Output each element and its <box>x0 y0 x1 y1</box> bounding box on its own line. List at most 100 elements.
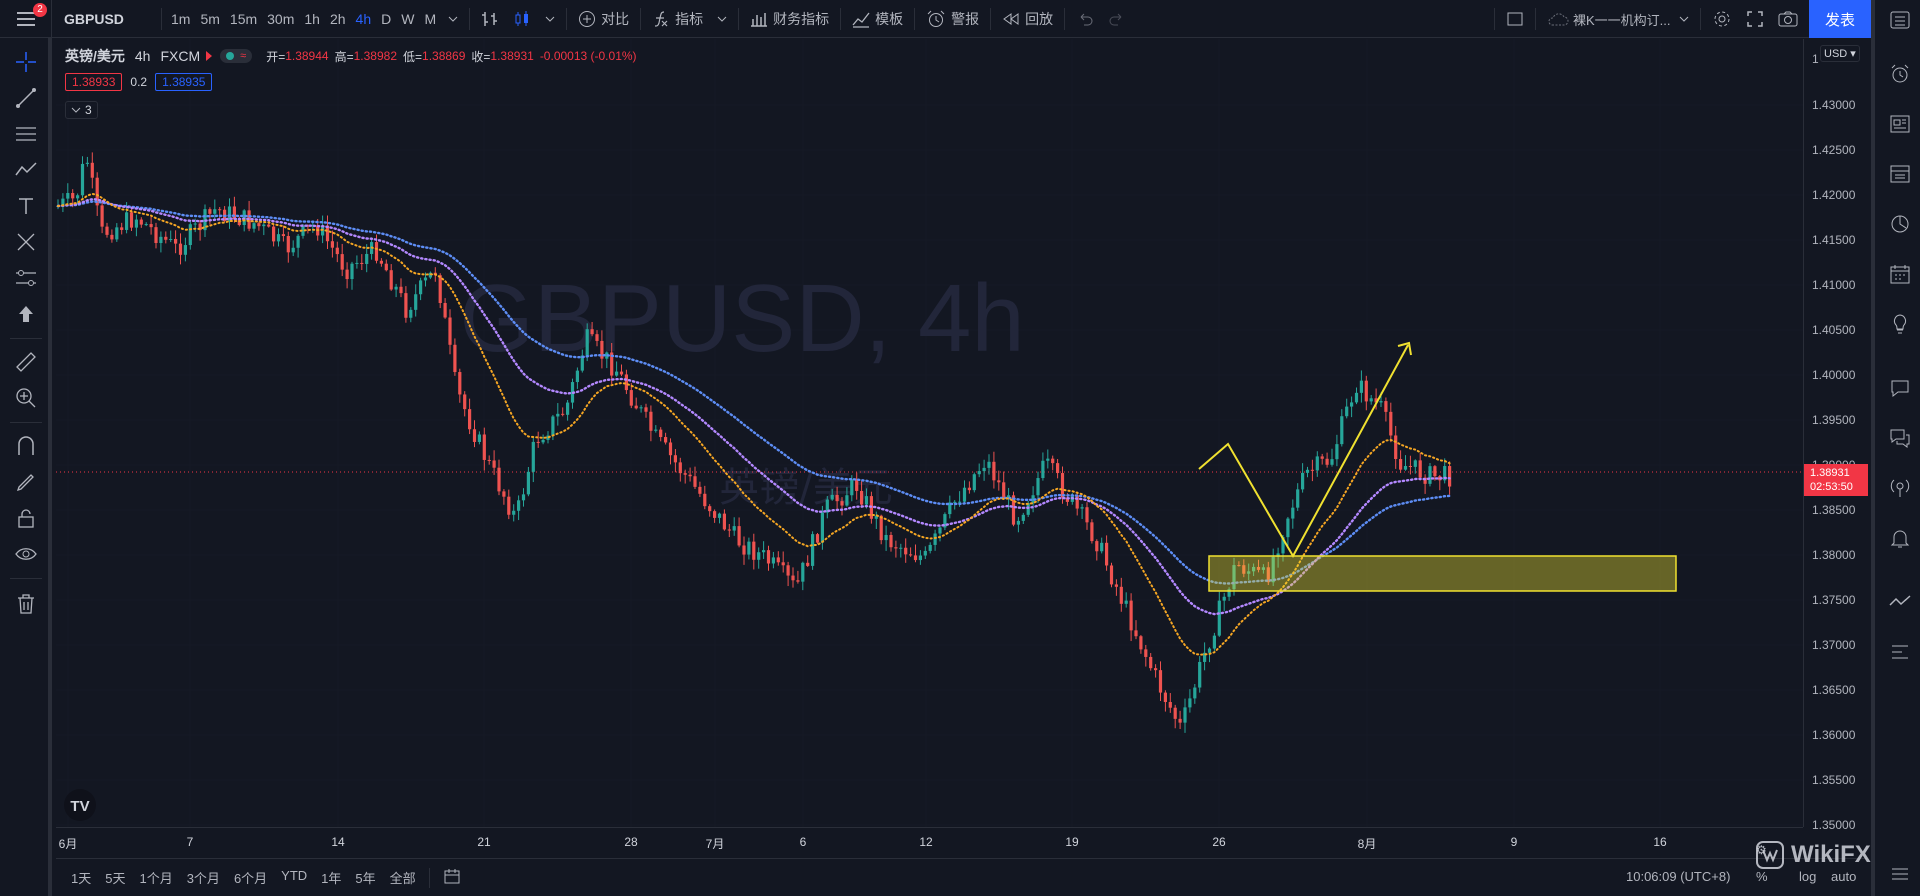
range-button[interactable]: 1天 <box>71 871 92 886</box>
candle-body <box>1178 718 1182 723</box>
replay-button[interactable]: 回放 <box>995 0 1060 38</box>
compare-button[interactable]: 对比 <box>571 0 636 38</box>
sliders-icon <box>16 270 36 286</box>
interval-M[interactable]: M <box>424 10 437 27</box>
symbol-search[interactable]: GBPUSD <box>64 10 124 27</box>
ideas-button[interactable] <box>1884 308 1916 340</box>
interval-W[interactable]: W <box>401 10 415 27</box>
drawing-mode-tool[interactable] <box>12 468 40 496</box>
time-axis[interactable]: 6月 7 14 21 28 7月 6 12 19 26 8月 9 16 <box>56 827 1803 857</box>
hotlist-button[interactable] <box>1884 208 1916 240</box>
alert-button[interactable]: 警报 <box>919 0 986 38</box>
redo-button[interactable] <box>1101 0 1133 38</box>
shapes-tool[interactable] <box>12 228 40 256</box>
interval-5m[interactable]: 5m <box>200 10 220 27</box>
range-button[interactable]: 全部 <box>389 871 416 886</box>
auto-toggle[interactable]: auto <box>1831 869 1857 884</box>
layout-name-button[interactable]: 裸K一一机构订... <box>1540 0 1696 38</box>
range-button[interactable]: 5年 <box>355 871 376 886</box>
trendline-tool[interactable] <box>12 84 40 112</box>
flag-icon[interactable] <box>206 51 213 61</box>
alerts-panel-button[interactable] <box>1884 58 1916 90</box>
interval-D[interactable]: D <box>381 10 392 27</box>
undo-button[interactable] <box>1069 0 1101 38</box>
layout-button[interactable] <box>1499 0 1531 38</box>
notifications-button[interactable] <box>1884 522 1916 554</box>
interval-1m[interactable]: 1m <box>171 10 191 27</box>
streams-button[interactable] <box>1884 422 1916 454</box>
visibility-tool[interactable] <box>12 540 40 568</box>
watchlist-button[interactable] <box>1884 4 1916 36</box>
function-icon <box>655 10 668 27</box>
settings-button[interactable] <box>1705 0 1739 38</box>
price-axis[interactable]: 1 USD ▾ 1.43000 1.42500 1.42000 1.41500 1.41… <box>1803 39 1868 832</box>
menu-button[interactable]: 2 <box>0 0 52 38</box>
log-toggle[interactable]: log <box>1799 869 1817 884</box>
buy-price-button[interactable]: 1.38935 <box>155 73 213 91</box>
range-button[interactable]: 6个月 <box>233 871 268 886</box>
candle-body <box>766 550 771 564</box>
range-button[interactable]: 5天 <box>105 871 126 886</box>
calendar-button[interactable] <box>1884 258 1916 290</box>
interval-dropdown[interactable] <box>441 0 465 38</box>
market-status[interactable]: ≈ <box>220 49 253 63</box>
tradingview-logo[interactable]: TV <box>64 789 96 821</box>
candle-body <box>1090 522 1094 542</box>
lock-tool[interactable] <box>12 504 40 532</box>
indicators-toggle[interactable]: 3 <box>65 101 98 119</box>
interval-4h[interactable]: 4h <box>355 10 372 27</box>
indicators-button[interactable]: 指标 <box>645 0 710 38</box>
magnet-tool[interactable] <box>12 432 40 460</box>
projection-arrow[interactable] <box>1198 344 1409 559</box>
support-zone[interactable] <box>1208 555 1677 592</box>
chart-type-dropdown[interactable] <box>538 0 562 38</box>
candle-body <box>972 474 976 491</box>
range-button[interactable]: 3个月 <box>186 871 220 886</box>
candle-body <box>776 557 780 563</box>
price-chart[interactable]: GBPUSD, 4h 英镑/美元 TV <box>56 39 1803 827</box>
chats-button[interactable] <box>1884 372 1916 404</box>
text-tool[interactable] <box>12 192 40 220</box>
trading-panel-button[interactable] <box>1884 586 1916 618</box>
dom-button[interactable] <box>1884 636 1916 668</box>
news-button[interactable] <box>1884 108 1916 140</box>
candle-style-button[interactable] <box>506 0 538 38</box>
arrow-tool[interactable] <box>12 300 40 328</box>
range-button[interactable]: 1年 <box>321 871 342 886</box>
clock[interactable]: 10:06:09 (UTC+8) <box>1626 869 1731 884</box>
delete-tool[interactable] <box>12 590 40 618</box>
legend-title[interactable]: 英镑/美元 <box>65 48 125 64</box>
indicators-label: 指标 <box>675 10 704 27</box>
interval-1h[interactable]: 1h <box>304 10 320 27</box>
horizontal-lines-tool[interactable] <box>12 120 40 148</box>
time-tick: 21 <box>477 835 491 849</box>
data-window-button[interactable] <box>1884 158 1916 190</box>
chart-settings-icon[interactable]: ⚙ <box>1756 843 1767 857</box>
snapshot-button[interactable] <box>1771 0 1805 38</box>
templates-button[interactable]: 模板 <box>845 0 910 38</box>
help-button[interactable] <box>1884 858 1916 890</box>
crosshair-tool[interactable] <box>12 48 40 76</box>
candle-body <box>1198 661 1202 688</box>
range-button[interactable]: 1个月 <box>139 871 173 886</box>
financials-button[interactable]: 财务指标 <box>743 0 836 38</box>
sell-price-button[interactable]: 1.38933 <box>65 73 123 91</box>
currency-selector[interactable]: USD ▾ <box>1820 45 1860 62</box>
measure-lines-tool[interactable] <box>12 264 40 292</box>
ruler-tool[interactable] <box>12 348 40 376</box>
broadcast-button[interactable] <box>1884 472 1916 504</box>
candle-body <box>1320 456 1324 459</box>
arrow-head <box>1397 341 1412 356</box>
publish-button[interactable]: 发表 <box>1809 0 1871 38</box>
interval-2h[interactable]: 2h <box>329 10 346 27</box>
range-button[interactable]: YTD <box>281 868 308 883</box>
interval-15m[interactable]: 15m <box>229 10 258 27</box>
percent-toggle[interactable]: % <box>1756 869 1768 884</box>
indicators-dropdown[interactable] <box>710 0 734 38</box>
interval-30m[interactable]: 30m <box>267 10 295 27</box>
bar-style-button[interactable] <box>474 0 506 38</box>
goto-date-button[interactable] <box>436 867 468 888</box>
zoom-tool[interactable] <box>12 384 40 412</box>
pattern-tool[interactable] <box>12 156 40 184</box>
fullscreen-button[interactable] <box>1739 0 1771 38</box>
